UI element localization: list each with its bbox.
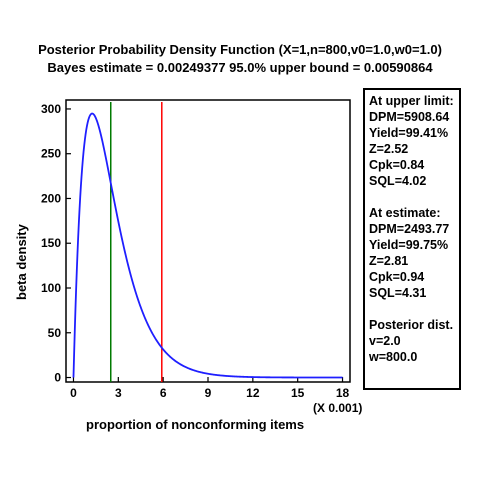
estimate-item: Z=2.81 bbox=[369, 254, 409, 268]
y-tick-label: 300 bbox=[41, 102, 61, 116]
estimate-item: Yield=99.75% bbox=[369, 238, 449, 252]
posterior-item: v=2.0 bbox=[369, 334, 401, 348]
x-tick-label: 6 bbox=[160, 386, 167, 400]
chart-subtitle: Bayes estimate = 0.00249377 95.0% upper … bbox=[47, 60, 433, 75]
y-tick-label: 250 bbox=[41, 147, 61, 161]
upper-limit-item: SQL=4.02 bbox=[369, 174, 427, 188]
y-tick-label: 200 bbox=[41, 191, 61, 205]
upper-limit-heading: At upper limit: bbox=[369, 94, 454, 108]
upper-limit-item: DPM=5908.64 bbox=[369, 110, 450, 124]
x-axis-multiplier: (X 0.001) bbox=[313, 401, 363, 415]
estimate-item: SQL=4.31 bbox=[369, 286, 427, 300]
posterior-heading: Posterior dist. bbox=[369, 318, 454, 332]
x-axis-label: proportion of nonconforming items bbox=[86, 417, 305, 432]
y-axis-label: beta density bbox=[14, 224, 29, 300]
estimate-item: Cpk=0.94 bbox=[369, 270, 425, 284]
stats-panel: At upper limit: DPM=5908.64 Yield=99.41%… bbox=[363, 88, 461, 390]
x-tick-label: 9 bbox=[205, 386, 212, 400]
x-tick-label: 18 bbox=[336, 386, 350, 400]
upper-limit-item: Yield=99.41% bbox=[369, 126, 449, 140]
y-tick-label: 100 bbox=[41, 281, 61, 295]
upper-limit-item: Cpk=0.84 bbox=[369, 158, 425, 172]
plot-frame bbox=[65, 99, 351, 383]
estimate-item: DPM=2493.77 bbox=[369, 222, 450, 236]
chart-title: Posterior Probability Density Function (… bbox=[38, 42, 442, 57]
y-tick-label: 50 bbox=[48, 326, 62, 340]
x-tick-label: 12 bbox=[246, 386, 260, 400]
posterior-item: w=800.0 bbox=[369, 350, 418, 364]
upper-limit-item: Z=2.52 bbox=[369, 142, 409, 156]
estimate-heading: At estimate: bbox=[369, 206, 441, 220]
x-tick-label: 3 bbox=[115, 386, 122, 400]
x-tick-label: 0 bbox=[70, 386, 77, 400]
y-tick-label: 150 bbox=[41, 236, 61, 250]
y-tick-label: 0 bbox=[54, 371, 61, 385]
density-curve bbox=[72, 112, 343, 379]
x-tick-label: 15 bbox=[291, 386, 305, 400]
